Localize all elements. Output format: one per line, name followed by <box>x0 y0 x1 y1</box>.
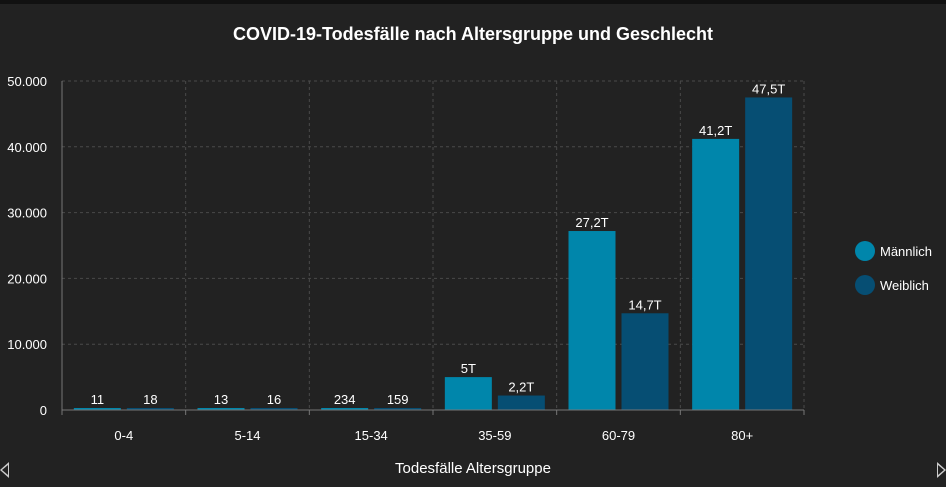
y-tick-label: 40.000 <box>7 140 47 155</box>
y-tick-label: 10.000 <box>7 337 47 352</box>
y-tick-label: 20.000 <box>7 271 47 286</box>
x-axis-title: Todesfälle Altersgruppe <box>395 460 551 477</box>
data-label: 16 <box>267 392 281 407</box>
legend-item-maennlich[interactable]: Männlich <box>855 240 945 262</box>
x-tick-label: 5-14 <box>234 428 260 443</box>
chart-title: COVID-19-Todesfälle nach Altersgruppe un… <box>232 24 714 44</box>
bar-maennlich <box>444 377 492 410</box>
legend-item-weiblich[interactable]: Weiblich <box>855 274 945 296</box>
data-label: 159 <box>387 392 409 407</box>
legend-label-maennlich: Männlich <box>880 243 933 259</box>
bar-weiblich <box>745 97 793 410</box>
bar-weiblich <box>621 313 669 410</box>
bar-maennlich <box>321 408 369 410</box>
data-label: 13 <box>214 392 228 407</box>
bar-weiblich <box>250 408 298 410</box>
legend-swatch-maennlich <box>855 241 875 261</box>
triangle-left-icon[interactable] <box>0 462 9 478</box>
x-tick-label: 80+ <box>731 428 753 443</box>
data-label: 5T <box>461 361 476 376</box>
legend-label-weiblich: Weiblich <box>880 277 929 293</box>
bar-weiblich <box>374 408 422 410</box>
top-border <box>0 0 946 4</box>
legend-swatch-weiblich <box>855 275 875 295</box>
y-tick-label: 0 <box>40 403 47 418</box>
data-label: 234 <box>334 392 356 407</box>
bar-maennlich <box>692 138 740 411</box>
y-tick-label: 50.000 <box>7 74 47 89</box>
legend: Männlich Weiblich <box>855 240 945 308</box>
data-label: 2,2T <box>508 380 534 395</box>
x-tick-label: 35-59 <box>478 428 511 443</box>
x-tick-label: 0-4 <box>114 428 133 443</box>
x-tick-label: 60-79 <box>602 428 635 443</box>
data-label: 14,7T <box>628 297 661 312</box>
bar-maennlich <box>568 231 616 410</box>
bar-maennlich <box>197 408 245 410</box>
bar-weiblich <box>497 395 545 410</box>
data-label: 27,2T <box>575 215 608 230</box>
triangle-right-icon[interactable] <box>937 462 946 478</box>
y-tick-label: 30.000 <box>7 206 47 221</box>
x-tick-label: 15-34 <box>355 428 388 443</box>
data-label: 18 <box>143 392 157 407</box>
data-label: 11 <box>91 392 105 407</box>
data-label: 41,2T <box>699 123 732 138</box>
bar-maennlich <box>73 408 121 410</box>
bar-weiblich <box>126 408 174 410</box>
data-label: 47,5T <box>752 81 785 96</box>
